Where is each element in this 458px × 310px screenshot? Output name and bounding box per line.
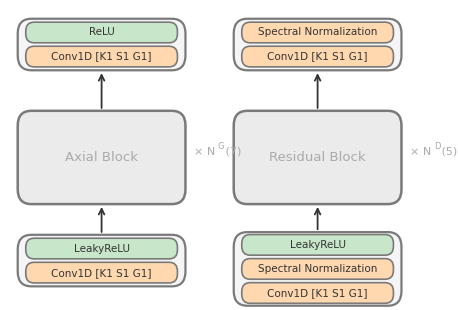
Text: ReLU: ReLU bbox=[89, 28, 114, 38]
FancyBboxPatch shape bbox=[18, 19, 185, 70]
Text: × N: × N bbox=[194, 147, 215, 157]
Text: × N: × N bbox=[410, 147, 431, 157]
FancyBboxPatch shape bbox=[26, 46, 177, 67]
FancyBboxPatch shape bbox=[26, 22, 177, 43]
FancyBboxPatch shape bbox=[18, 111, 185, 204]
FancyBboxPatch shape bbox=[26, 238, 177, 259]
Text: Residual Block: Residual Block bbox=[269, 151, 366, 164]
Text: (5): (5) bbox=[438, 147, 458, 157]
Text: Conv1D [K1 S1 G1]: Conv1D [K1 S1 G1] bbox=[51, 268, 152, 277]
Text: Axial Block: Axial Block bbox=[65, 151, 138, 164]
Text: D: D bbox=[434, 142, 440, 151]
Text: LeakyReLU: LeakyReLU bbox=[74, 244, 130, 254]
Text: Spectral Normalization: Spectral Normalization bbox=[258, 264, 377, 274]
Text: Conv1D [K1 S1 G1]: Conv1D [K1 S1 G1] bbox=[267, 51, 368, 62]
FancyBboxPatch shape bbox=[234, 232, 402, 306]
FancyBboxPatch shape bbox=[26, 262, 177, 283]
FancyBboxPatch shape bbox=[234, 111, 402, 204]
FancyBboxPatch shape bbox=[242, 22, 393, 43]
FancyBboxPatch shape bbox=[242, 259, 393, 279]
FancyBboxPatch shape bbox=[242, 235, 393, 255]
Text: Conv1D [K1 S1 G1]: Conv1D [K1 S1 G1] bbox=[51, 51, 152, 62]
Text: Conv1D [K1 S1 G1]: Conv1D [K1 S1 G1] bbox=[267, 288, 368, 298]
FancyBboxPatch shape bbox=[18, 235, 185, 286]
Text: (7): (7) bbox=[222, 147, 242, 157]
Text: Spectral Normalization: Spectral Normalization bbox=[258, 28, 377, 38]
FancyBboxPatch shape bbox=[242, 46, 393, 67]
FancyBboxPatch shape bbox=[234, 19, 402, 70]
Text: LeakyReLU: LeakyReLU bbox=[289, 240, 346, 250]
FancyBboxPatch shape bbox=[242, 283, 393, 303]
Text: G: G bbox=[218, 142, 224, 151]
